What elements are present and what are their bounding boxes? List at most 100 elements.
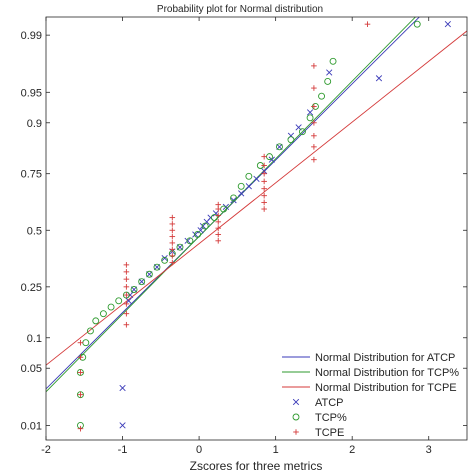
point-atcp [197, 227, 204, 234]
point-atcp-stroke [138, 278, 145, 285]
legend-swatch-marker [292, 398, 300, 406]
legend-swatch-marker-stroke [292, 398, 300, 406]
point-atcp-stroke [119, 384, 126, 392]
point-tcpe [364, 21, 371, 27]
fit-line-tcp [46, 17, 417, 393]
point-tcp [161, 256, 169, 264]
point-tcpe [261, 185, 267, 192]
point-tcpe [123, 292, 130, 298]
x-tick-label: -1 [118, 444, 128, 456]
point-tcp [318, 92, 326, 100]
y-tick-label: 0.25 [21, 282, 42, 294]
point-tcp [145, 270, 153, 278]
fit-line-atcp [46, 17, 420, 390]
point-tcp [76, 369, 84, 376]
y-tick-label: 0.05 [21, 363, 42, 375]
point-atcp [161, 254, 168, 262]
point-tcpe [123, 269, 130, 275]
legend-swatch-marker [292, 413, 300, 421]
point-tcp [324, 77, 332, 85]
point-tcpe [261, 153, 267, 160]
y-tick-label: 0.75 [21, 169, 42, 181]
point-atcp-stroke [197, 227, 204, 234]
legend-label: TCP% [315, 412, 347, 424]
point-tcp [329, 57, 337, 65]
point-tcpe [169, 259, 176, 266]
point-tcpe [77, 425, 84, 432]
point-atcp-stroke [153, 264, 161, 271]
point-tcp [201, 222, 209, 230]
axes: -2 -1 0 1 2 3 0.01 0.05 0.1 0.25 0.5 0.75 0.9 0.95 0.9… [21, 17, 467, 456]
point-atcp [184, 237, 191, 244]
point-atcp-stroke [326, 69, 333, 76]
point-atcp [268, 156, 275, 163]
point-atcp [230, 197, 237, 204]
point-atcp-stroke [238, 190, 245, 197]
point-atcp [130, 286, 138, 293]
point-atcp-stroke [146, 271, 153, 278]
point-atcp-stroke [130, 286, 138, 293]
point-tcpe [215, 201, 222, 208]
x-tick-label: 3 [426, 444, 432, 456]
point-tcpe [215, 212, 222, 219]
point-atcp [245, 183, 252, 190]
y-tick-label: 0.1 [27, 333, 42, 345]
point-atcp-stroke [184, 237, 191, 244]
point-atcp [253, 175, 260, 182]
point-atcp-stroke [119, 422, 126, 429]
data-points [76, 20, 451, 432]
point-tcpe [123, 301, 130, 307]
point-atcp [153, 264, 161, 271]
point-atcp-stroke [230, 197, 237, 204]
point-tcpe [123, 276, 130, 282]
point-tcpe [215, 231, 222, 238]
chart-title: Probability plot for Normal distribution [157, 4, 323, 15]
legend-label: Normal Distribution for TCPE [315, 382, 457, 394]
point-atcp-stroke [268, 156, 275, 163]
x-tick-label: 0 [196, 444, 202, 456]
point-tcp [186, 237, 194, 245]
legend-swatch-marker [293, 429, 299, 435]
y-tick-label: 0.95 [21, 87, 42, 99]
point-atcp [444, 21, 451, 28]
x-axis-label: Zscores for three metrics [190, 459, 323, 473]
point-tcp [194, 231, 202, 238]
point-tcpe [169, 221, 176, 227]
point-atcp-stroke [192, 231, 199, 238]
point-tcp [306, 114, 314, 122]
point-tcp [138, 278, 146, 286]
fit-line-tcpe [46, 30, 467, 366]
point-tcpe [311, 103, 317, 110]
fit-lines [46, 17, 467, 393]
y-tick-label: 0.5 [27, 225, 42, 237]
point-tcpe [311, 119, 317, 126]
point-tcpe [123, 284, 130, 290]
legend: Normal Distribution for ATCP Normal Distr… [282, 352, 459, 439]
point-tcp [107, 303, 115, 311]
y-tick-label: 0.99 [21, 30, 42, 42]
plot-area-frame [45, 16, 468, 441]
x-tick-label: 1 [273, 444, 279, 456]
point-tcp [245, 172, 253, 180]
point-tcpe [215, 238, 222, 244]
point-atcp-stroke [253, 175, 260, 182]
y-tick-label: 0.9 [27, 118, 42, 130]
point-atcp [119, 422, 126, 429]
point-tcpe [261, 170, 267, 177]
point-tcp [230, 194, 237, 202]
point-tcpe [169, 227, 176, 234]
point-tcpe [77, 369, 84, 376]
point-tcpe [215, 219, 222, 225]
point-atcp-stroke [444, 21, 451, 28]
x-tick-label: 2 [349, 444, 355, 456]
point-tcpe [311, 63, 317, 69]
point-tcpe [311, 156, 317, 163]
y-tick-label: 0.01 [21, 420, 42, 432]
point-tcp [82, 339, 90, 347]
point-tcpe [123, 321, 130, 328]
point-tcp [176, 243, 184, 251]
point-tcpe [311, 132, 317, 139]
legend-label: ATCP [315, 397, 344, 409]
point-tcpe [77, 391, 84, 398]
